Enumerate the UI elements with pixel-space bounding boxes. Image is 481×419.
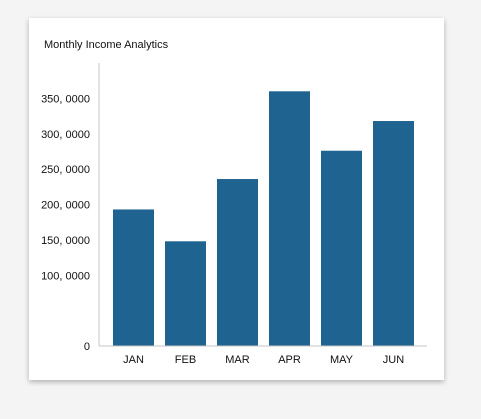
y-tick-label: 350, 0000 xyxy=(41,93,90,105)
x-tick-label-jun: JUN xyxy=(383,354,404,366)
bars-group xyxy=(113,91,414,346)
y-tick-label: 100, 0000 xyxy=(41,270,90,282)
x-tick-label-mar: MAR xyxy=(225,354,250,366)
bar-jan xyxy=(113,209,154,346)
y-tick-label: 250, 0000 xyxy=(41,164,90,176)
chart-card: Monthly Income Analytics 0 100, 0000 150, … xyxy=(29,18,444,380)
y-tick-label: 200, 0000 xyxy=(41,200,90,212)
bar-chart: 0 100, 0000 150, 0000 200, 0000 250, 0000 300… xyxy=(41,63,427,366)
x-tick-label-feb: FEB xyxy=(175,354,196,366)
bar-may xyxy=(321,150,362,346)
y-tick-label: 150, 0000 xyxy=(41,235,90,247)
bar-feb xyxy=(165,241,206,346)
y-tick-label: 0 xyxy=(84,341,90,353)
x-tick-label-apr: APR xyxy=(278,354,301,366)
bar-mar xyxy=(217,179,258,346)
bar-jun xyxy=(373,121,414,346)
x-tick-labels: JAN FEB MAR APR MAY JUN xyxy=(123,354,404,366)
y-tick-label: 300, 0000 xyxy=(41,129,90,141)
x-tick-label-jan: JAN xyxy=(123,354,144,366)
y-tick-labels: 0 100, 0000 150, 0000 200, 0000 250, 0000 300… xyxy=(41,93,90,353)
chart-title: Monthly Income Analytics xyxy=(44,39,169,51)
x-tick-label-may: MAY xyxy=(330,354,354,366)
bar-apr xyxy=(269,91,310,346)
